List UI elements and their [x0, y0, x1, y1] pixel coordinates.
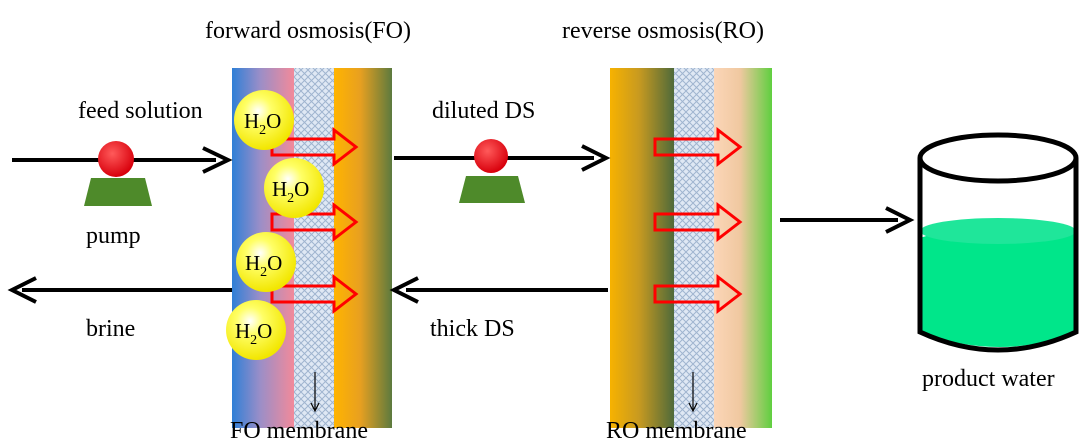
water-molecule-icon: H2O — [264, 158, 324, 218]
tank-icon — [920, 135, 1076, 350]
brine-label: brine — [86, 316, 135, 342]
brine-line-arrow — [12, 278, 232, 302]
pump-icon — [459, 139, 525, 203]
product-line-arrow — [780, 208, 910, 232]
ro-module — [610, 68, 772, 428]
ro-membrane-label: RO membrane — [606, 418, 747, 441]
fo-title: forward osmosis(FO) — [205, 18, 411, 44]
feed-solution-label: feed solution — [78, 98, 203, 124]
fo-membrane-label: FO membrane — [230, 418, 368, 441]
ro-draw-side — [610, 68, 674, 428]
thick-ds-label: thick DS — [430, 316, 515, 342]
product-water-label: product water — [922, 366, 1055, 392]
diluted-ds-label: diluted DS — [432, 98, 535, 124]
thick-ds-line-arrow — [394, 278, 608, 302]
water-molecule-icon: H2O — [236, 232, 296, 292]
ro-permeate-side — [714, 68, 772, 428]
fo-membrane-layer — [294, 68, 334, 428]
water-molecule-icon: H2O — [226, 300, 286, 360]
pump-label: pump — [86, 223, 141, 249]
fo-draw-side — [334, 68, 392, 428]
ro-membrane-layer — [674, 68, 714, 428]
ro-title: reverse osmosis(RO) — [562, 18, 764, 44]
water-molecule-icon: H2O — [234, 90, 294, 150]
pump-icon — [84, 141, 152, 206]
